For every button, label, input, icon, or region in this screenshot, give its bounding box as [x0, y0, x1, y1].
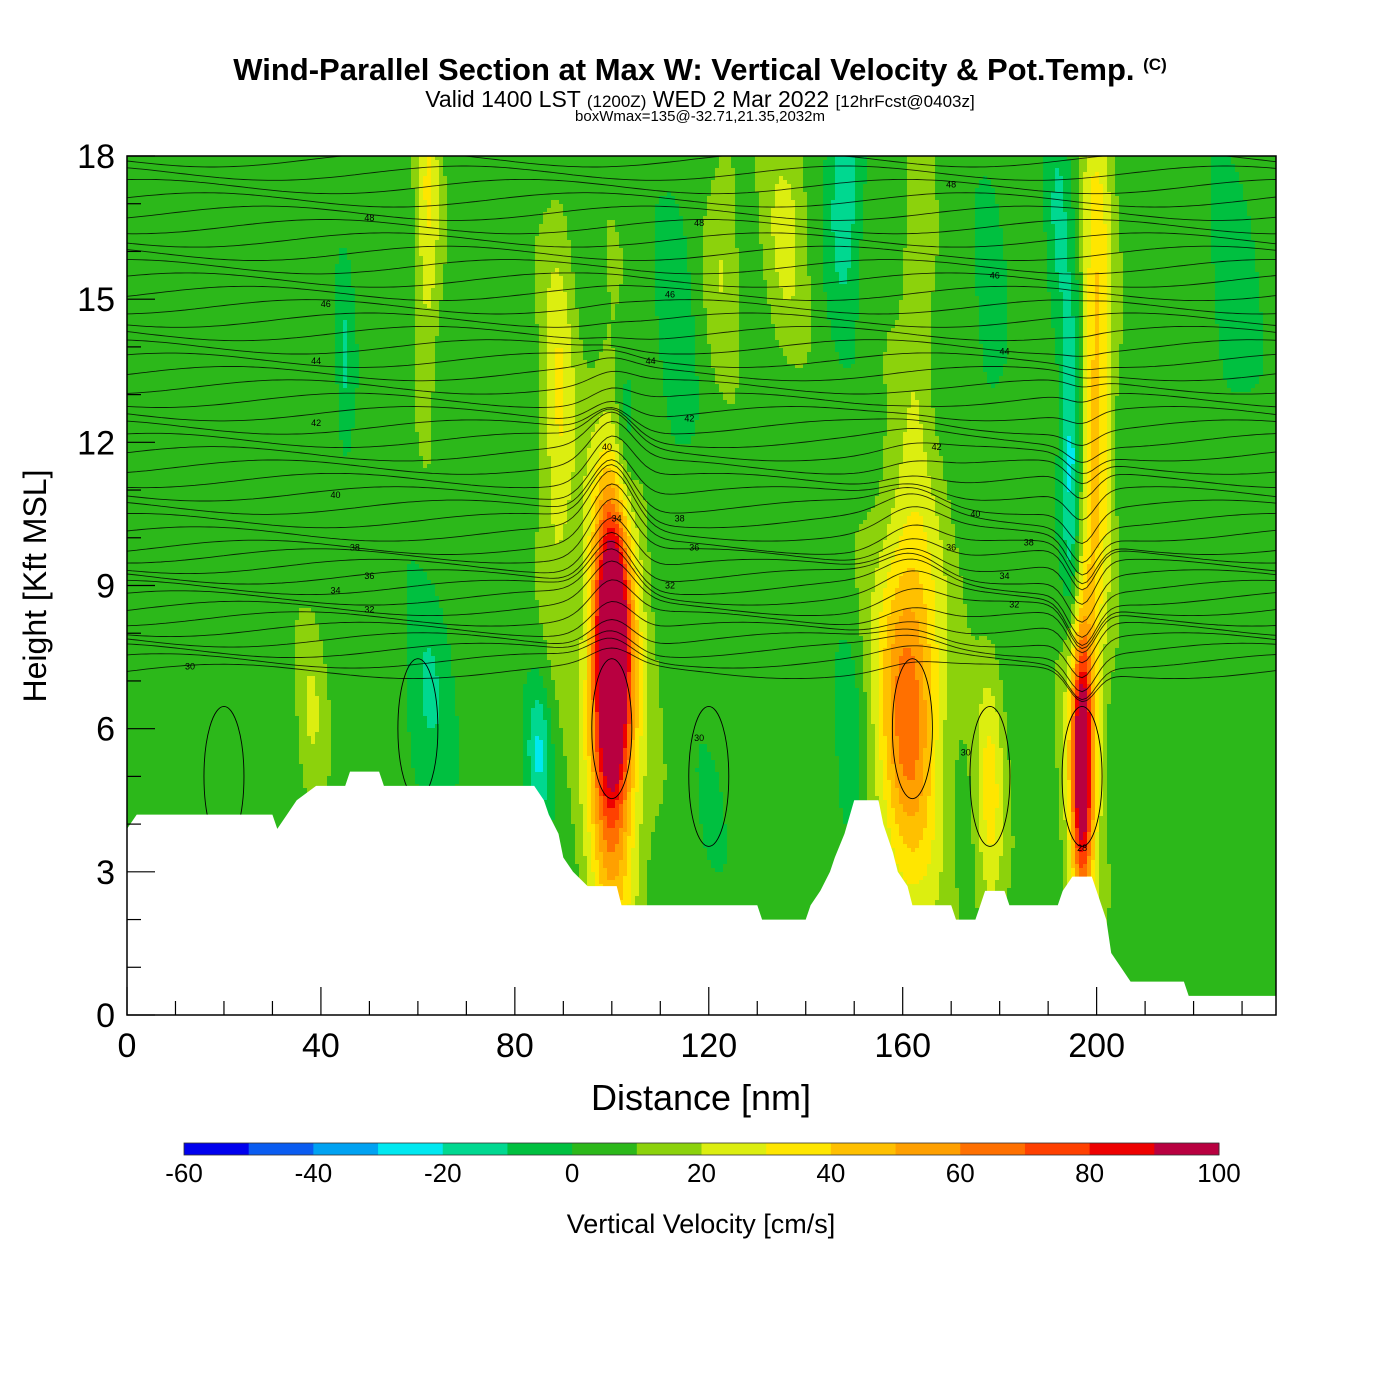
theta-label: 34	[612, 514, 622, 524]
colorbar-swatch	[766, 1143, 831, 1155]
colorbar-swatch	[249, 1143, 314, 1155]
theta-label: 48	[694, 218, 704, 228]
theta-label: 36	[364, 571, 374, 581]
colorbar-swatch	[1025, 1143, 1090, 1155]
theta-label: 48	[946, 180, 956, 190]
colorbar-swatch	[637, 1143, 702, 1155]
y-tick-label: 6	[96, 711, 115, 749]
cross-section-chart: 48 484846464644 444442 42424040403838383636…	[0, 0, 1400, 1400]
x-tick-label: 160	[874, 1027, 931, 1065]
x-tick-label: 40	[302, 1027, 340, 1065]
colorbar-swatch	[702, 1143, 767, 1155]
theta-label: 32	[665, 581, 675, 591]
colorbar-tick-label: 60	[946, 1158, 975, 1188]
x-tick-label: 200	[1068, 1027, 1125, 1065]
theta-label: 34	[999, 571, 1009, 581]
theta-label: 42	[311, 418, 321, 428]
theta-label: 46	[990, 270, 1000, 280]
colorbar-tick-label: 20	[687, 1158, 716, 1188]
x-tick-label: 0	[118, 1027, 137, 1065]
theta-label: 30	[694, 733, 704, 743]
colorbar-tick-label: 100	[1197, 1158, 1240, 1188]
colorbar-tick-label: -40	[295, 1158, 333, 1188]
colorbar-swatch	[1154, 1143, 1219, 1155]
theta-label: 30	[961, 748, 971, 758]
colorbar-swatch	[1090, 1143, 1155, 1155]
theta-label: 32	[364, 604, 374, 614]
theta-label: 34	[330, 585, 340, 595]
colorbar-swatch	[313, 1143, 378, 1155]
theta-label: 40	[970, 509, 980, 519]
colorbar-swatch	[184, 1143, 249, 1155]
colorbar-tick-label: 40	[816, 1158, 845, 1188]
colorbar-swatch	[507, 1143, 572, 1155]
y-tick-label: 15	[77, 281, 115, 319]
colorbar-swatch	[378, 1143, 443, 1155]
theta-label: 48	[364, 213, 374, 223]
theta-label: 46	[321, 299, 331, 309]
colorbar-tick-label: 80	[1075, 1158, 1104, 1188]
theta-label: 36	[689, 542, 699, 552]
theta-label: 42	[932, 442, 942, 452]
theta-label: 44	[646, 356, 656, 366]
theta-label: 46	[665, 289, 675, 299]
theta-label: 40	[330, 490, 340, 500]
colorbar-swatch	[831, 1143, 896, 1155]
y-tick-label: 9	[96, 568, 115, 606]
y-tick-label: 0	[96, 997, 115, 1035]
colorbar-swatch	[960, 1143, 1025, 1155]
theta-label: 32	[1009, 600, 1019, 610]
theta-label: 42	[684, 413, 694, 423]
theta-label: 36	[946, 542, 956, 552]
colorbar-swatch	[443, 1143, 508, 1155]
colorbar-swatch	[896, 1143, 961, 1155]
colorbar-tick-label: -60	[165, 1158, 203, 1188]
y-tick-label: 12	[77, 424, 115, 462]
x-tick-label: 80	[496, 1027, 534, 1065]
theta-label: 40	[602, 442, 612, 452]
y-tick-label: 3	[96, 854, 115, 892]
y-axis-label: Height [Kft MSL]	[17, 470, 53, 703]
colorbar-tick-label: 0	[565, 1158, 579, 1188]
theta-label: 38	[675, 514, 685, 524]
theta-label: 44	[999, 347, 1009, 357]
y-tick-label: 18	[77, 138, 115, 176]
colorbar-label: Vertical Velocity [cm/s]	[567, 1209, 836, 1239]
colorbar: -60 -40 -20 0 20 40 60 80 100	[165, 1143, 1240, 1188]
theta-label: 44	[311, 356, 321, 366]
theta-label: 38	[350, 542, 360, 552]
theta-label: 30	[185, 662, 195, 672]
colorbar-tick-label: -20	[424, 1158, 462, 1188]
theta-label: 28	[1077, 843, 1087, 853]
x-axis-label: Distance [nm]	[591, 1077, 811, 1118]
colorbar-swatch	[572, 1143, 637, 1155]
theta-label: 38	[1024, 538, 1034, 548]
x-tick-label: 120	[680, 1027, 737, 1065]
